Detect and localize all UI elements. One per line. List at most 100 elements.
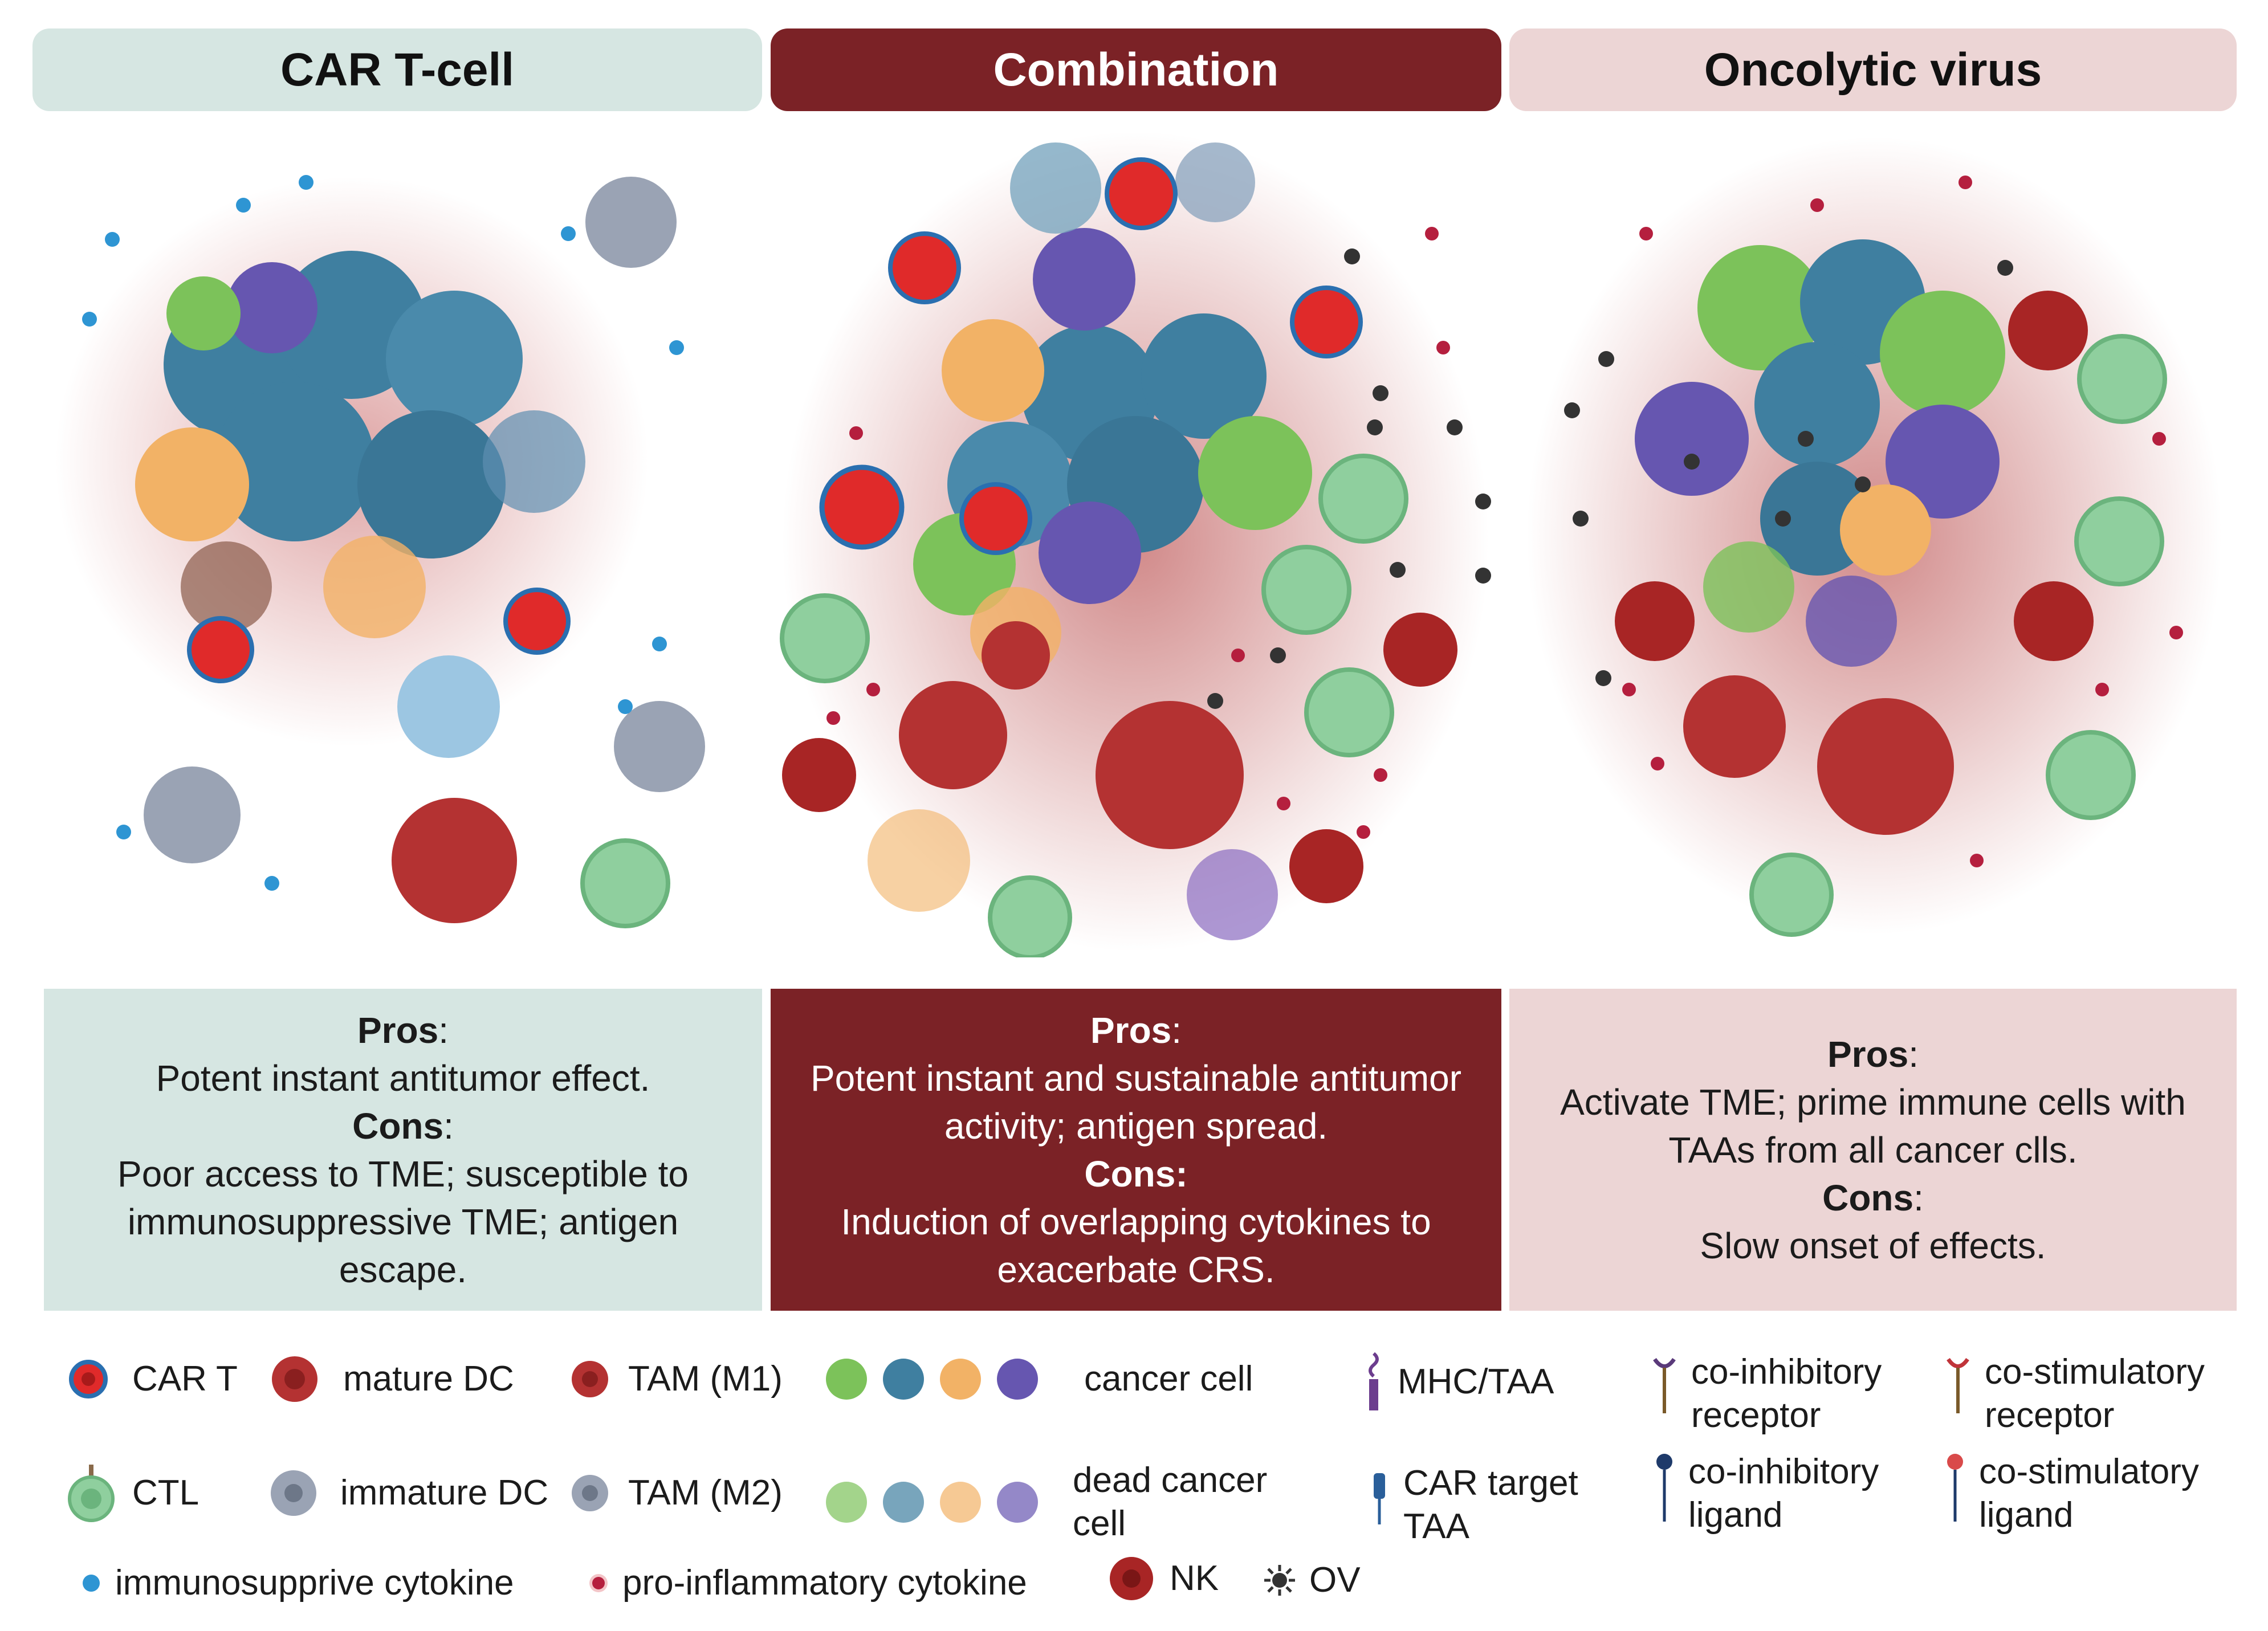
car-t-cell: [819, 464, 905, 550]
cancer-cell: [135, 427, 249, 541]
immature-dc: [144, 766, 241, 863]
nk-cell: [2008, 291, 2088, 370]
legend-co-inhibitory-receptor-line2: receptor: [1691, 1396, 1821, 1435]
legend-mhc-taa-label: MHC/TAA: [1398, 1362, 1554, 1401]
legend-dead-cancer-cell-line2: cell: [1073, 1504, 1126, 1543]
dead-cancer-cell: [1175, 142, 1255, 222]
legend-immature-dc-label: immature DC: [340, 1473, 549, 1512]
oncolytic-viruses: [1564, 260, 2013, 686]
nk-icon: [1110, 1557, 1153, 1600]
legend-nk: NK: [1106, 1553, 1219, 1604]
cancer-cell: [323, 536, 426, 638]
legend-co-stimulatory-ligand-line1: co-stimulatory: [1979, 1452, 2199, 1491]
ctl: [2046, 730, 2136, 820]
ctl: [580, 838, 670, 928]
co-inhibitory-ligand-icon: [1656, 1454, 1672, 1522]
cons-text: Poor access to TME; susceptible to immun…: [117, 1153, 689, 1290]
car-target-taa-icon: [1374, 1473, 1385, 1524]
ctl: [1304, 667, 1394, 757]
tam-m2: [614, 701, 705, 792]
pros-text: Potent instant and sustainable antitumor…: [810, 1057, 1462, 1147]
nk-cell: [2014, 581, 2094, 661]
legend-mature-dc: mature DC: [259, 1348, 514, 1410]
legend-pro-inflammatory-cytokine-label: pro-inflammatory cytokine: [622, 1563, 1027, 1603]
header-combination: Combination: [771, 28, 1501, 111]
ctl: [1749, 853, 1834, 937]
legend-tam-m1: TAM (M1): [564, 1348, 783, 1410]
legend-car-target-taa: CAR target TAA: [1368, 1462, 1578, 1548]
cons-text: Slow onset of effects.: [1700, 1225, 2046, 1266]
pro-inflammatory-cytokine-icon: [589, 1574, 608, 1592]
car-t-cell: [959, 482, 1032, 555]
cons-text: Induction of overlapping cytokines to ex…: [841, 1201, 1431, 1290]
legend-mature-dc-label: mature DC: [343, 1359, 514, 1398]
nk-cells: [1615, 291, 2094, 661]
legend-pro-inflammatory-cytokine: pro-inflammatory cytokine: [587, 1561, 1027, 1605]
ctl: [1318, 454, 1408, 544]
header-oncolytic-virus: Oncolytic virus: [1509, 28, 2237, 111]
panel-oncolytic-virus: Pros: Activate TME; prime immune cells w…: [1509, 989, 2237, 1311]
oncolytic-virus-illustration: [1526, 137, 2222, 937]
car-t-icon: [69, 1360, 108, 1398]
immature-dc-icon: [271, 1470, 316, 1516]
dead-cancer-cell: [1010, 142, 1101, 234]
cons-label: Cons: [352, 1105, 444, 1147]
co-stimulatory-ligand-icon: [1947, 1454, 1963, 1522]
immunosuppressive-cytokine-icon: [83, 1575, 100, 1592]
ctl: [780, 593, 870, 683]
tam-m1-icon: [572, 1361, 608, 1397]
legend-co-stimulatory-receptor-line2: receptor: [1985, 1396, 2115, 1435]
cancer-cell: [226, 262, 317, 353]
cancer-cell: [215, 382, 374, 541]
cancer-cell: [1198, 416, 1312, 530]
cons-label: Cons:: [1084, 1153, 1188, 1194]
ctl: [2074, 496, 2164, 586]
ctls: [780, 454, 1408, 957]
cancer-cell: [483, 410, 585, 513]
car-t-cell: [1290, 286, 1363, 358]
cancer-cell: [1033, 228, 1135, 331]
pro-inflammatory-cytokines: [826, 227, 1450, 839]
legend-cancer-cell-label: cancer cell: [1084, 1359, 1253, 1398]
legend-car-target-taa-line1: CAR target: [1403, 1463, 1578, 1503]
pros-text: Activate TME; prime immune cells with TA…: [1560, 1081, 2186, 1171]
co-stimulatory-receptor-icon: [1947, 1357, 1969, 1413]
pros-label: Pros: [357, 1009, 439, 1051]
legend-co-stimulatory-receptor-line1: co-stimulatory: [1985, 1352, 2205, 1392]
cancer-cell: [1635, 382, 1749, 496]
legend-immunosuppressive-cytokine-label: immunosupprive cytokine: [115, 1563, 514, 1603]
legend-ctl: CTL: [63, 1462, 199, 1524]
cancer-cell: [1806, 576, 1897, 667]
mature-dc: [392, 798, 517, 923]
oncolytic-viruses: [1207, 248, 1491, 709]
immunosuppressive-cytokines: [82, 175, 684, 891]
pros-label: Pros: [1827, 1033, 1909, 1075]
cancer-cell: [1697, 245, 1823, 370]
cancer-cell: [386, 291, 523, 427]
car-t-cell: [503, 588, 571, 655]
dead-cancer-cell: [868, 809, 970, 912]
car-t-cell: [888, 231, 961, 304]
pros-label: Pros: [1090, 1009, 1172, 1051]
mature-dc: [1683, 675, 1786, 778]
immature-dcs: [144, 177, 705, 863]
legend-ov: OV: [1263, 1559, 1361, 1602]
car-t-cell-illustration: [55, 175, 705, 928]
nk-cell: [1615, 581, 1695, 661]
dead-cancer-cell: [1187, 849, 1278, 940]
legend-nk-label: NK: [1170, 1559, 1219, 1598]
pro-inflammatory-cytokines: [1622, 176, 2183, 867]
ctl: [2077, 334, 2167, 424]
car-t-cells: [187, 588, 571, 683]
panel-car-t-cell: Pros: Potent instant antitumor effect. C…: [44, 989, 762, 1311]
mature-dc: [1817, 698, 1954, 835]
mhc-taa-icon: [1369, 1352, 1379, 1410]
tumor-mass: [135, 251, 585, 638]
panel-combination: Pros: Potent instant and sustainable ant…: [771, 989, 1501, 1311]
combination-illustration: [780, 131, 1491, 957]
legend-tam-m2: TAM (M2): [564, 1459, 783, 1527]
legend-immunosuppressive-cytokine: immunosupprive cytokine: [80, 1561, 514, 1605]
tam-m1: [982, 621, 1050, 690]
header-car-t-cell-title: CAR T-cell: [280, 43, 515, 96]
nk-cell: [1289, 829, 1363, 903]
